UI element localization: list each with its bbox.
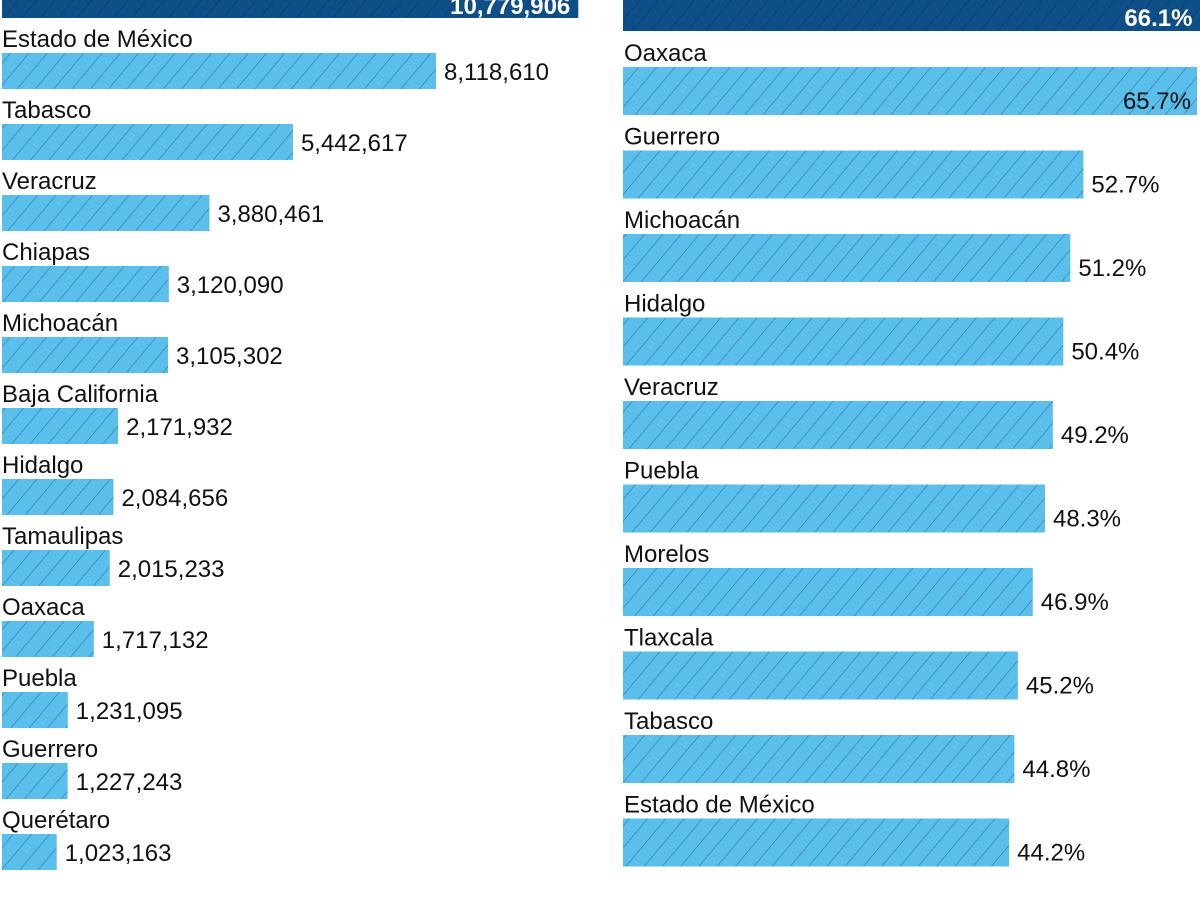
category-label: Veracruz <box>2 168 97 195</box>
bar-highlight <box>623 0 1200 31</box>
bar <box>623 150 1084 199</box>
bar <box>2 692 68 728</box>
category-label: Oaxaca <box>624 40 707 67</box>
category-label: Guerrero <box>2 736 98 763</box>
category-label: Puebla <box>624 458 699 485</box>
value-label: 49.2% <box>1061 422 1129 449</box>
value-label: 65.7% <box>1123 88 1191 115</box>
value-label: 44.8% <box>1022 756 1090 783</box>
value-label: 2,015,233 <box>118 556 225 583</box>
category-label: Guerrero <box>624 124 720 151</box>
value-label: 45.2% <box>1026 673 1094 700</box>
bar <box>623 484 1045 533</box>
left-chart: 10,779,906 Estado de México 8,118,610 Tabas… <box>2 0 579 870</box>
bar <box>2 337 169 373</box>
value-label: 44.2% <box>1017 840 1085 867</box>
bar <box>2 195 210 231</box>
bar <box>2 266 169 302</box>
category-label: Tabasco <box>624 708 713 735</box>
bar <box>623 234 1071 282</box>
bar <box>2 408 119 444</box>
category-label: Tlaxcala <box>624 625 714 652</box>
bar <box>623 735 1015 783</box>
category-label: Veracruz <box>624 374 719 401</box>
bar <box>623 568 1033 616</box>
category-label: Chiapas <box>2 239 90 266</box>
bar <box>2 763 68 799</box>
value-label: 2,084,656 <box>121 485 228 512</box>
value-label-highlight: 10,779,906 <box>450 0 570 20</box>
category-label: Estado de México <box>2 26 193 53</box>
bar <box>2 53 436 89</box>
bar <box>2 124 293 160</box>
value-label: 48.3% <box>1053 506 1121 533</box>
bar <box>623 317 1064 366</box>
value-label: 51.2% <box>1078 255 1146 282</box>
value-label-highlight: 66.1% <box>1124 5 1192 32</box>
category-label: Michoacán <box>624 207 740 234</box>
category-label: Tabasco <box>2 97 91 124</box>
value-label: 52.7% <box>1091 172 1159 199</box>
value-label: 5,442,617 <box>301 130 408 157</box>
value-label: 2,171,932 <box>126 414 233 441</box>
bar-highlight <box>2 0 579 18</box>
bar <box>2 550 110 586</box>
bar <box>2 621 94 657</box>
value-label: 3,880,461 <box>217 201 324 228</box>
value-label: 3,120,090 <box>177 272 284 299</box>
category-label: Tamaulipas <box>2 523 123 550</box>
value-label: 3,105,302 <box>176 343 283 370</box>
category-label: Puebla <box>2 665 77 692</box>
category-label: Querétaro <box>2 807 110 834</box>
category-label: Estado de México <box>624 792 815 819</box>
value-label: 8,118,610 <box>444 59 549 86</box>
bar <box>623 401 1053 449</box>
bar <box>2 479 114 515</box>
category-label: Oaxaca <box>2 594 85 621</box>
value-label: 1,227,243 <box>76 769 183 796</box>
bar <box>623 651 1018 700</box>
bar <box>2 834 57 870</box>
category-label: Michoacán <box>2 310 118 337</box>
value-label: 1,717,132 <box>102 627 209 654</box>
category-label: Hidalgo <box>624 291 705 318</box>
value-label: 50.4% <box>1071 339 1139 366</box>
category-label: Hidalgo <box>2 452 83 479</box>
right-chart: 66.1% Oaxaca 65.7% Guerrero 52.7% Michoacán 51… <box>623 0 1200 867</box>
value-label: 1,231,095 <box>76 698 183 725</box>
category-label: Morelos <box>624 541 709 568</box>
value-label: 1,023,163 <box>65 840 172 867</box>
bar <box>623 67 1197 115</box>
value-label: 46.9% <box>1041 589 1109 616</box>
category-label: Baja California <box>2 381 159 408</box>
bar <box>623 818 1010 867</box>
